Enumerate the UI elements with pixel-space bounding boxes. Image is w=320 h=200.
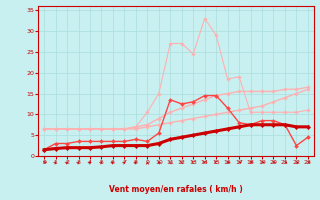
X-axis label: Vent moyen/en rafales ( km/h ): Vent moyen/en rafales ( km/h ) [109, 185, 243, 194]
